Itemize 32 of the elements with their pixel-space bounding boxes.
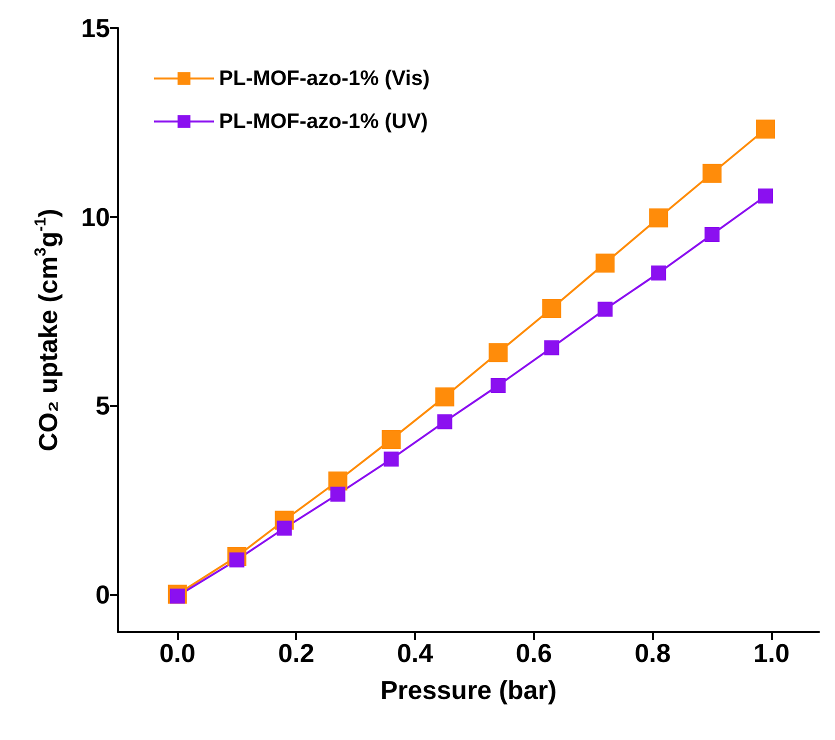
point <box>649 208 668 228</box>
point <box>702 164 722 183</box>
x-tick-label: 0.8 <box>634 638 671 668</box>
point <box>651 265 666 280</box>
legend-label: PL-MOF-azo-1% (UV) <box>219 110 428 133</box>
point <box>704 226 720 242</box>
point <box>330 486 346 502</box>
y-tick-label: 15 <box>81 13 110 43</box>
y-tick-label: 10 <box>81 202 110 232</box>
x-tick-label: 0.2 <box>278 638 314 668</box>
point <box>542 298 562 318</box>
point <box>435 387 454 406</box>
y-axis-title: CO₂ uptake (cm3g-1) <box>32 208 63 452</box>
x-tick-label: 0.0 <box>159 638 196 668</box>
point <box>384 452 399 467</box>
point <box>437 414 452 430</box>
x-axis-title: Pressure (bar) <box>380 675 557 705</box>
x-tick-label: 1.0 <box>753 638 790 668</box>
x-tick-label: 0.6 <box>516 638 552 668</box>
y-tick-label: 0 <box>96 579 110 610</box>
point <box>598 302 613 317</box>
point <box>276 520 292 536</box>
point <box>490 378 506 393</box>
point <box>382 430 401 449</box>
point <box>488 343 508 362</box>
legend-label: PL-MOF-azo-1% (Vis) <box>219 67 430 90</box>
y-tick-label: 5 <box>96 390 110 420</box>
point <box>544 340 560 356</box>
point <box>596 254 615 273</box>
point <box>756 120 776 139</box>
point <box>758 188 774 204</box>
x-tick-label: 0.4 <box>396 638 434 668</box>
